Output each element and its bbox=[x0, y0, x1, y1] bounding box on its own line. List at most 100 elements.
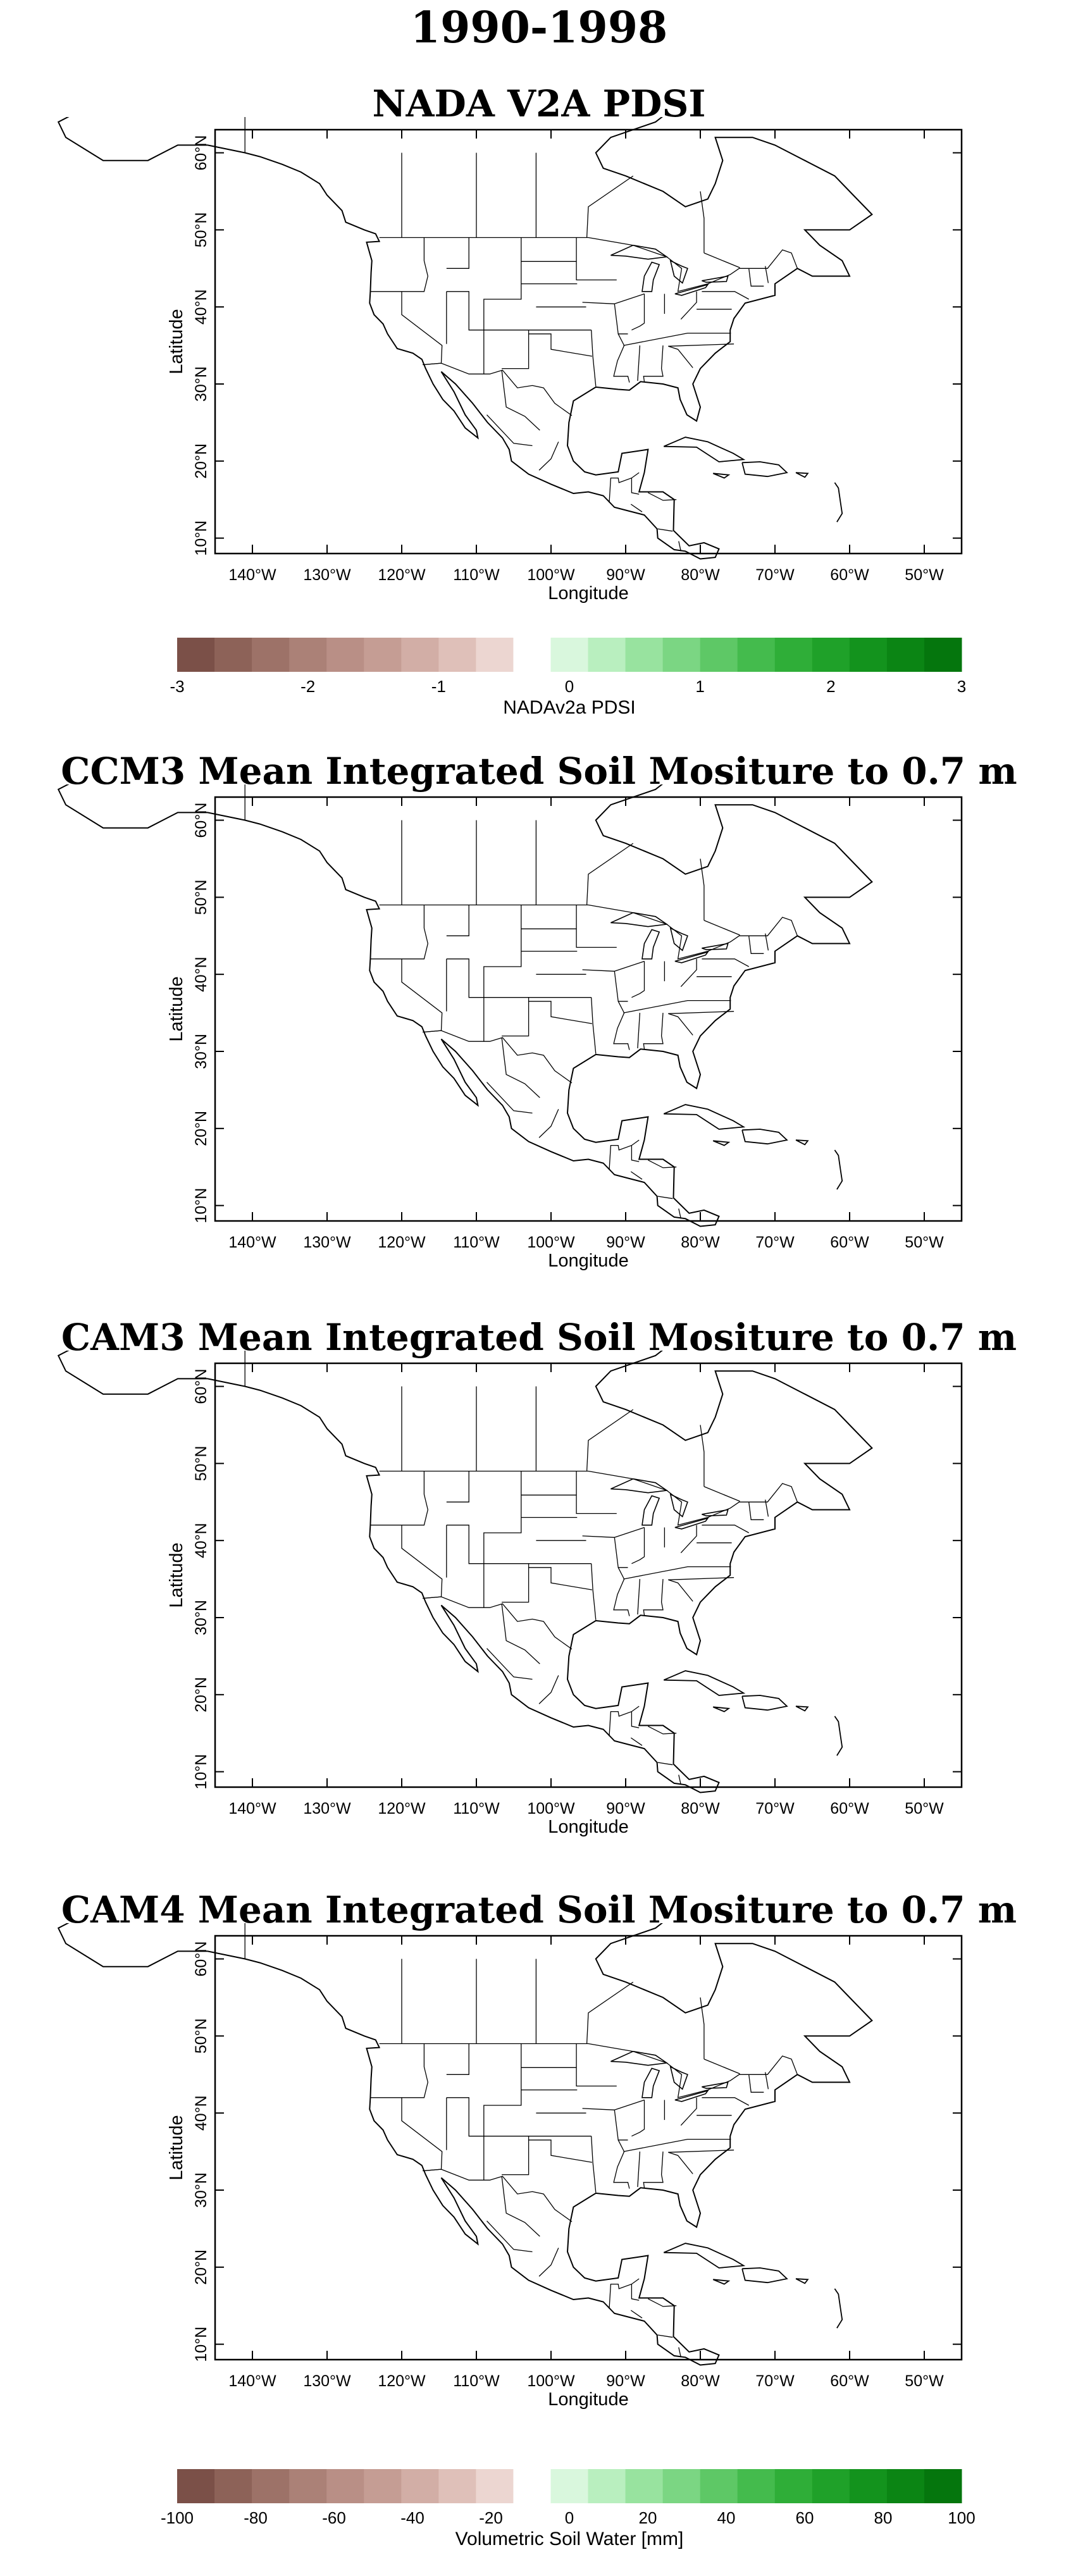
colorbar-swatch bbox=[625, 2469, 664, 2503]
longitude-tick-label: 50°W bbox=[905, 566, 944, 584]
longitude-tick-label: 80°W bbox=[681, 566, 720, 584]
panel-title-3: CAM3 Mean Integrated Soil Mositure to 0.… bbox=[61, 1316, 1017, 1359]
longitude-tick-label: 110°W bbox=[453, 1234, 500, 1251]
y-axis-label: Latitude bbox=[166, 309, 187, 374]
latitude-tick-label: 10°N bbox=[192, 1188, 210, 1223]
map-panel-3: 140°W 130°W 120°W 110°W 100°W 90°W 80°W 70°W 60°… bbox=[57, 1351, 963, 1837]
colorbar-tick-label: 100 bbox=[948, 2508, 975, 2527]
latitude-tick-label: 50°N bbox=[192, 1446, 210, 1481]
longitude-tick-label: 110°W bbox=[453, 566, 500, 584]
colorbar-swatch bbox=[438, 2469, 476, 2503]
longitude-tick-label: 50°W bbox=[905, 1800, 944, 1817]
latitude-tick-label: 20°N bbox=[192, 1677, 210, 1712]
colorbar-swatch bbox=[476, 2469, 514, 2503]
colorbar-swatch bbox=[886, 638, 925, 672]
coastline-layer bbox=[57, 1351, 873, 1793]
x-axis-label: Longitude bbox=[548, 1817, 628, 1837]
colorbar-swatch bbox=[177, 638, 215, 672]
longitude-tick-label: 120°W bbox=[378, 1234, 426, 1251]
latitude-tick-label: 20°N bbox=[192, 443, 210, 479]
latitude-tick-label: 30°N bbox=[192, 366, 210, 402]
longitude-tick-label: 110°W bbox=[453, 1800, 500, 1817]
latitude-tick-label: 40°N bbox=[192, 289, 210, 325]
coastline-layer bbox=[57, 117, 873, 560]
map-panel-2: 140°W 130°W 120°W 110°W 100°W 90°W 80°W 70°W 60°… bbox=[57, 784, 963, 1271]
colorbar-swatch bbox=[812, 638, 850, 672]
colorbar-tick-label: -2 bbox=[300, 677, 315, 696]
colorbar-tick-label: 60 bbox=[796, 2508, 814, 2527]
longitude-tick-label: 120°W bbox=[378, 2372, 426, 2390]
longitude-tick-label: 130°W bbox=[303, 566, 351, 584]
colorbar-swatch bbox=[924, 638, 962, 672]
latitude-tick-label: 30°N bbox=[192, 1034, 210, 1069]
x-axis-label: Longitude bbox=[548, 2389, 628, 2410]
colorbar-swatch bbox=[476, 638, 514, 672]
longitude-tick-label: 110°W bbox=[453, 2372, 500, 2390]
longitude-tick-label: 60°W bbox=[830, 2372, 869, 2390]
colorbar-tick-label: 40 bbox=[717, 2508, 736, 2527]
colorbar-swatch bbox=[214, 2469, 252, 2503]
longitude-tick-label: 80°W bbox=[681, 2372, 720, 2390]
longitude-tick-label: 70°W bbox=[755, 1800, 795, 1817]
plot-frame bbox=[214, 796, 963, 1222]
colorbar-swatch bbox=[924, 2469, 962, 2503]
longitude-tick-label: 50°W bbox=[905, 1234, 944, 1251]
colorbar-tick-label: 80 bbox=[874, 2508, 893, 2527]
latitude-tick-label: 50°N bbox=[192, 879, 210, 915]
colorbar-swatch bbox=[886, 2469, 925, 2503]
longitude-tick-label: 140°W bbox=[228, 1234, 276, 1251]
colorbar-swatch bbox=[252, 2469, 290, 2503]
colorbar-swatch bbox=[849, 638, 888, 672]
longitude-tick-label: 50°W bbox=[905, 2372, 944, 2390]
latitude-tick-label: 40°N bbox=[192, 957, 210, 992]
longitude-tick-label: 80°W bbox=[681, 1800, 720, 1817]
y-axis-label: Latitude bbox=[166, 1542, 187, 1607]
colorbar-swatch bbox=[550, 638, 589, 672]
latitude-tick-label: 30°N bbox=[192, 2172, 210, 2208]
colorbar-swatch bbox=[513, 638, 551, 672]
longitude-tick-label: 100°W bbox=[527, 2372, 575, 2390]
y-axis-label: Latitude bbox=[166, 976, 187, 1041]
longitude-tick-label: 120°W bbox=[378, 1800, 426, 1817]
x-axis-label: Longitude bbox=[548, 1251, 628, 1271]
colorbar-label: NADAv2a PDSI bbox=[503, 697, 636, 718]
colorbar-2: -100 -80 -60 -40 -20 0 20 40 60 80 100 Volumetric S… bbox=[161, 2469, 976, 2549]
coastline-layer bbox=[57, 784, 873, 1227]
latitude-tick-label: 60°N bbox=[192, 1941, 210, 1977]
colorbar-swatch bbox=[326, 638, 364, 672]
longitude-tick-label: 140°W bbox=[228, 1800, 276, 1817]
figure-title: 1990-1998 bbox=[410, 3, 668, 53]
longitude-tick-label: 60°W bbox=[830, 566, 869, 584]
longitude-tick-label: 100°W bbox=[527, 566, 575, 584]
latitude-tick-label: 10°N bbox=[192, 2327, 210, 2362]
longitude-tick-label: 120°W bbox=[378, 566, 426, 584]
longitude-tick-label: 60°W bbox=[830, 1800, 869, 1817]
latitude-tick-label: 50°N bbox=[192, 212, 210, 247]
colorbar-swatch bbox=[662, 2469, 701, 2503]
colorbar-swatch bbox=[700, 638, 738, 672]
longitude-tick-label: 70°W bbox=[755, 1234, 795, 1251]
colorbar-swatch bbox=[214, 638, 252, 672]
colorbar-tick-label: -1 bbox=[431, 677, 446, 696]
colorbar-swatch bbox=[513, 2469, 551, 2503]
longitude-tick-label: 140°W bbox=[228, 2372, 276, 2390]
longitude-tick-label: 90°W bbox=[606, 2372, 645, 2390]
colorbar-swatch bbox=[438, 638, 476, 672]
longitude-tick-label: 80°W bbox=[681, 1234, 720, 1251]
colorbar-swatch bbox=[662, 638, 701, 672]
colorbar-swatch bbox=[289, 638, 327, 672]
colorbar-swatch bbox=[774, 638, 813, 672]
colorbar-tick-label: -3 bbox=[170, 677, 184, 696]
latitude-tick-label: 40°N bbox=[192, 2095, 210, 2131]
colorbar-swatch bbox=[252, 638, 290, 672]
latitude-tick-label: 20°N bbox=[192, 1111, 210, 1146]
colorbar-tick-label: -100 bbox=[161, 2508, 194, 2527]
plot-frame bbox=[214, 1935, 963, 2361]
longitude-tick-label: 130°W bbox=[303, 2372, 351, 2390]
longitude-tick-label: 90°W bbox=[606, 1800, 645, 1817]
latitude-tick-label: 30°N bbox=[192, 1600, 210, 1635]
map-panel-4: 140°W 130°W 120°W 110°W 100°W 90°W 80°W 70°W 60°… bbox=[57, 1923, 963, 2410]
colorbar-swatch bbox=[401, 2469, 439, 2503]
plot-frame bbox=[214, 1362, 963, 1788]
longitude-tick-label: 60°W bbox=[830, 1234, 869, 1251]
